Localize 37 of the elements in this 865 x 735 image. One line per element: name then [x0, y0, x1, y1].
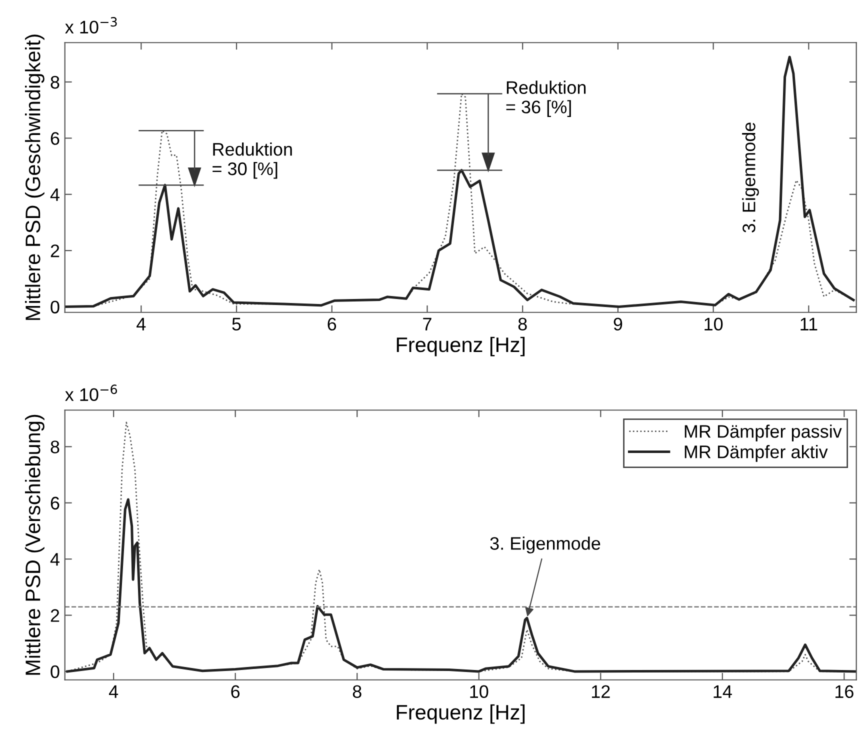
y-tick-label: 8: [50, 440, 60, 454]
x-tick-label: 9: [614, 318, 622, 330]
annotation: Reduktion = 36 [%]: [506, 80, 586, 117]
x-tick-label: 8: [518, 318, 527, 330]
y-tick-label: 0: [50, 665, 60, 678]
x-tick-label: 16: [836, 685, 854, 698]
y-tick-label: 4: [50, 553, 60, 566]
y-tick-label: 8: [50, 76, 60, 89]
x-tick-label: 6: [231, 685, 240, 698]
y-axis-title: Mittlere PSD (Verschiebung): [24, 414, 44, 675]
legend-label: MR Dämpfer passiv: [684, 424, 842, 442]
x-tick-label: 10: [470, 685, 488, 698]
x-axis-title: Frequenz [Hz]: [396, 704, 525, 724]
x-tick-label: 7: [423, 318, 432, 330]
x-tick-label: 4: [136, 318, 146, 330]
x-axis-title: Frequenz [Hz]: [396, 336, 525, 356]
x-tick-label: 4: [108, 685, 118, 698]
x-tick-label: 8: [352, 685, 362, 698]
y-tick-label: 4: [50, 188, 60, 201]
x-tick-label: 6: [328, 318, 336, 330]
legend-label: MR Dämpfer aktiv: [684, 445, 828, 462]
x-tick-label: 11: [800, 318, 818, 330]
text: x 10$^{−6}$: [65, 384, 118, 402]
y-tick-label: 6: [50, 496, 60, 510]
y-tick-label: 2: [50, 609, 60, 622]
x-tick-label: 12: [592, 685, 610, 698]
y-tick-label: 0: [50, 300, 60, 314]
x-tick-label: 14: [714, 685, 732, 698]
x-tick-label: 5: [232, 318, 241, 330]
y-tick-label: 2: [50, 244, 60, 258]
x-tick-label: 10: [704, 318, 723, 330]
text: x 10$^{−3}$: [65, 17, 117, 34]
y-axis-title: Mittlere PSD (Geschwindigkeit): [24, 34, 44, 320]
y-tick-label: 6: [50, 132, 60, 145]
annotation: Reduktion = 30 [%]: [212, 142, 292, 179]
annotation: 3. Eigenmode: [742, 122, 759, 233]
annotation: 3. Eigenmode: [490, 536, 600, 554]
